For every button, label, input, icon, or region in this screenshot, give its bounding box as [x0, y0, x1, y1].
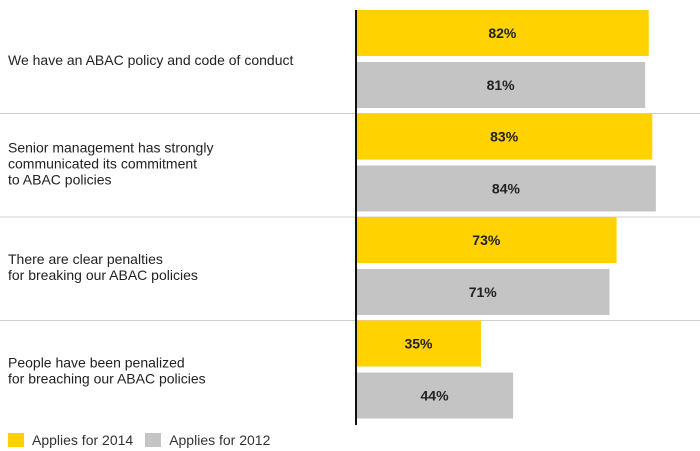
category-label: communicated its commitment: [8, 156, 197, 172]
bar-2014: [356, 320, 481, 367]
legend-item-2014: Applies for 2014: [8, 432, 133, 448]
data-label: 71%: [469, 284, 498, 300]
data-label: 83%: [490, 129, 519, 145]
bar-2012: [356, 372, 514, 419]
bar-2012: [356, 269, 610, 315]
legend-item-2012: Applies for 2012: [145, 432, 270, 448]
legend-label-2012: Applies for 2012: [169, 432, 271, 448]
category-label: We have an ABAC policy and code of condu…: [8, 52, 293, 68]
bar-chart: We have an ABAC policy and code of condu…: [0, 10, 700, 425]
legend-swatch-2012: [145, 433, 162, 447]
category-label: People have been penalized: [8, 355, 185, 371]
legend: Applies for 2014 Applies for 2012: [8, 431, 282, 449]
bar-2014: [356, 10, 649, 56]
category-label: to ABAC policies: [8, 172, 112, 188]
data-label: 82%: [488, 25, 517, 41]
category-label: There are clear penalties: [8, 251, 163, 267]
data-label: 73%: [472, 232, 501, 248]
bar-2014: [356, 217, 617, 263]
data-label: 81%: [487, 77, 516, 93]
bar-2012: [356, 165, 656, 212]
data-label: 35%: [404, 336, 433, 352]
category-label: Senior management has strongly: [8, 140, 213, 156]
bar-2014: [356, 113, 653, 160]
data-label: 84%: [492, 181, 521, 197]
legend-label-2014: Applies for 2014: [32, 432, 134, 448]
bar-2012: [356, 62, 646, 108]
category-label: for breaking our ABAC policies: [8, 267, 198, 283]
data-label: 44%: [421, 388, 450, 404]
legend-swatch-2014: [8, 433, 24, 447]
category-label: for breaching our ABAC policies: [8, 371, 206, 387]
